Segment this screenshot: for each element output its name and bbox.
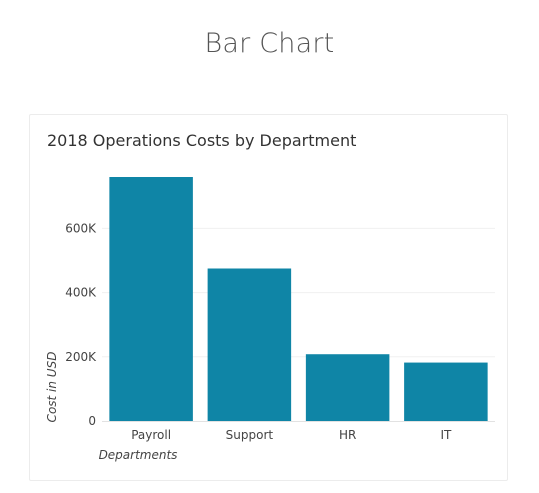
y-axis-title: Cost in USD xyxy=(45,352,59,423)
bar-chart: 2018 Operations Costs by Department 0 200… xyxy=(45,131,495,462)
y-axis-ticks: 0 200K 400K 600K xyxy=(65,221,97,428)
x-axis-ticks: Payroll Support HR IT xyxy=(131,428,452,442)
page-title: Bar Chart xyxy=(204,28,335,59)
x-tick-label: Payroll xyxy=(131,428,171,442)
bar-support[interactable] xyxy=(207,268,292,422)
x-tick-label: HR xyxy=(339,428,356,442)
x-axis-title: Departments xyxy=(99,448,178,462)
y-tick-label: 200K xyxy=(65,350,97,364)
chart-card: 2018 Operations Costs by Department 0 200… xyxy=(29,114,508,481)
x-tick-label: IT xyxy=(440,428,452,442)
bar-payroll[interactable] xyxy=(109,177,193,421)
y-tick-label: 400K xyxy=(65,286,97,300)
bar-hr[interactable] xyxy=(305,354,390,421)
x-tick-label: Support xyxy=(226,428,274,442)
y-tick-label: 600K xyxy=(65,221,97,235)
chart-title: 2018 Operations Costs by Department xyxy=(47,131,356,150)
bar-it[interactable] xyxy=(404,362,488,421)
y-tick-label: 0 xyxy=(88,414,96,428)
bars xyxy=(109,177,488,422)
